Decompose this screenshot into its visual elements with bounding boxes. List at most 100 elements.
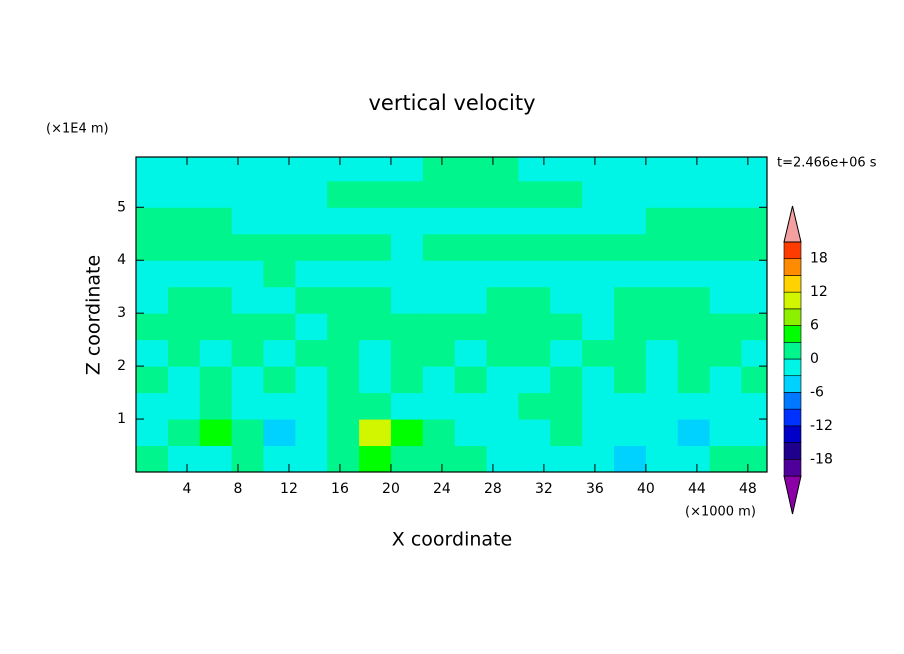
- contour-cell: [582, 419, 615, 447]
- contour-cell: [422, 233, 456, 261]
- contour-cell: [167, 445, 201, 472]
- contour-cell: [231, 233, 264, 261]
- contour-cell: [741, 207, 767, 235]
- y-tick-label: 2: [117, 358, 126, 374]
- contour-cell: [614, 313, 647, 341]
- contour-cell: [709, 419, 743, 447]
- contour-cell: [454, 157, 488, 182]
- contour-cell: [645, 339, 679, 367]
- chart-title: vertical velocity: [368, 91, 535, 115]
- contour-field: [136, 157, 767, 472]
- contour-cell: [327, 286, 360, 314]
- contour-cell: [677, 286, 711, 314]
- colorbar-box: [783, 442, 802, 460]
- contour-cell: [263, 313, 296, 341]
- contour-cell: [359, 392, 392, 420]
- contour-cell: [486, 260, 519, 288]
- contour-cell: [167, 260, 201, 288]
- y-tick-label: 3: [117, 305, 126, 321]
- contour-cell: [359, 339, 392, 367]
- colorbar-tick-label: -18: [810, 451, 833, 467]
- contour-cell: [231, 445, 264, 472]
- contour-cell: [518, 339, 551, 367]
- contour-cell: [486, 180, 519, 208]
- contour-cell: [645, 445, 679, 472]
- contour-cell: [645, 180, 679, 208]
- colorbar-box: [783, 458, 802, 477]
- contour-cell: [645, 313, 679, 341]
- contour-cell: [709, 445, 743, 472]
- contour-cell: [741, 366, 767, 394]
- contour-cell: [582, 286, 615, 314]
- contour-cell: [677, 233, 711, 261]
- contour-cell: [231, 180, 264, 208]
- contour-cell: [582, 392, 615, 420]
- contour-cell: [518, 180, 551, 208]
- contour-cell: [295, 207, 328, 235]
- contour-cell: [550, 180, 583, 208]
- contour-cell: [550, 445, 583, 472]
- contour-cell: [741, 260, 767, 288]
- colorbar-tick-label: -6: [810, 384, 824, 400]
- contour-cell: [136, 233, 169, 261]
- contour-cell: [454, 419, 488, 447]
- contour-cell: [390, 207, 424, 235]
- contour-cell: [614, 392, 647, 420]
- contour-cell: [263, 286, 296, 314]
- contour-cell: [231, 419, 264, 447]
- contour-cell: [741, 233, 767, 261]
- contour-cell: [486, 339, 519, 367]
- contour-cell: [136, 445, 169, 472]
- contour-cell: [709, 392, 743, 420]
- contour-cell: [741, 392, 767, 420]
- contour-cell: [582, 157, 615, 182]
- contour-cell: [518, 392, 551, 420]
- contour-cell: [263, 419, 296, 447]
- x-tick-label: 8: [234, 481, 243, 497]
- colorbar-tick-label: 18: [810, 251, 828, 267]
- contour-cell: [550, 233, 583, 261]
- contour-cell: [295, 419, 328, 447]
- contour-cell: [550, 339, 583, 367]
- contour-cell: [167, 157, 201, 182]
- contour-cell: [231, 339, 264, 367]
- contour-cell: [295, 392, 328, 420]
- colorbar-box: [783, 291, 802, 310]
- contour-cell: [614, 419, 647, 447]
- contour-cell: [359, 313, 392, 341]
- contour-cell: [167, 392, 201, 420]
- colorbar-box: [783, 258, 802, 276]
- contour-cell: [741, 419, 767, 447]
- contour-cell: [422, 445, 456, 472]
- contour-cell: [359, 207, 392, 235]
- colorbar-extend-high: [783, 205, 802, 243]
- contour-cell: [677, 339, 711, 367]
- contour-cell: [741, 445, 767, 472]
- contour-cell: [741, 157, 767, 182]
- contour-cell: [136, 313, 169, 341]
- x-tick-label: 40: [637, 481, 655, 497]
- contour-cell: [645, 286, 679, 314]
- contour-cell: [327, 180, 360, 208]
- contour-cell: [263, 366, 296, 394]
- contour-cell: [677, 419, 711, 447]
- x-tick-label: 44: [688, 481, 706, 497]
- contour-cell: [422, 180, 456, 208]
- contour-cell: [199, 233, 233, 261]
- contour-cell: [454, 313, 488, 341]
- contour-cell: [295, 233, 328, 261]
- contour-cell: [518, 207, 551, 235]
- contour-cell: [167, 207, 201, 235]
- colorbar-extend-low: [783, 475, 802, 515]
- contour-cell: [263, 445, 296, 472]
- contour-cell: [709, 180, 743, 208]
- contour-cell: [136, 207, 169, 235]
- contour-cell: [709, 260, 743, 288]
- contour-cell: [486, 445, 519, 472]
- contour-cell: [136, 419, 169, 447]
- colorbar-tick-label: -12: [810, 418, 833, 434]
- contour-cell: [614, 366, 647, 394]
- contour-cell: [327, 366, 360, 394]
